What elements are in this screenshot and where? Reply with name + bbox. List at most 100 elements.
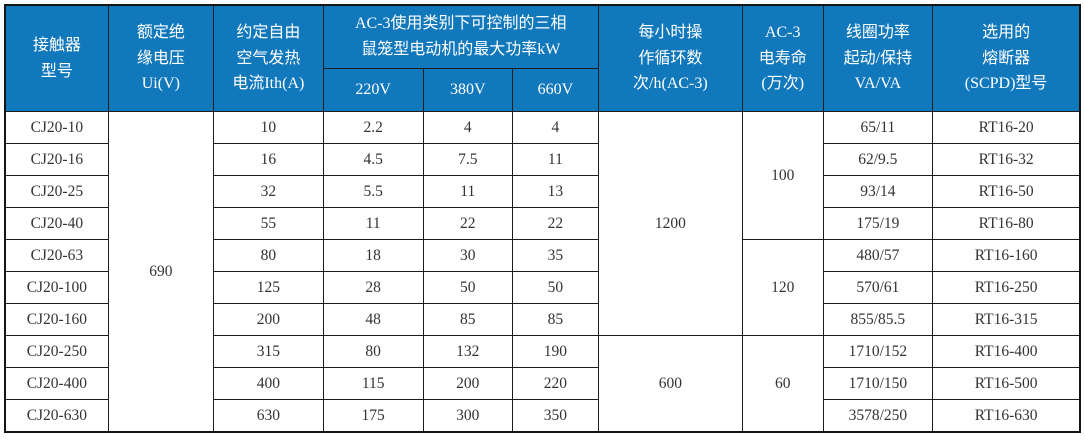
cell-fuse: RT16-160 [932, 239, 1081, 272]
header-operations-per-hour: 每小时操 作循环数 次/h(AC-3) [597, 4, 743, 112]
header-ac3-max-power-group: AC-3使用类别下可控制的三相 鼠笼型电动机的最大功率kW [322, 4, 599, 69]
table-row: CJ20-250 315 80 132 190 600 60 1710/152 … [4, 335, 1081, 433]
cell-model: CJ20-160 [4, 303, 109, 336]
cell-coil: 1710/152 [822, 335, 934, 368]
cell-kw380: 300 [422, 399, 513, 433]
table-row: CJ20-40 55 11 22 22 175/19 RT16-80 [4, 207, 1081, 240]
cell-kw660: 35 [511, 239, 599, 272]
cell-kw660: 220 [511, 367, 599, 400]
cell-coil: 93/14 [822, 175, 934, 208]
cell-fuse: RT16-315 [932, 303, 1081, 336]
cell-kw660: 190 [511, 335, 599, 368]
cell-kw660: 11 [511, 143, 599, 176]
cell-fuse: RT16-500 [932, 367, 1081, 400]
cell-coil: 1710/150 [822, 367, 934, 400]
cell-coil: 65/11 [822, 111, 934, 144]
cell-ith: 630 [213, 399, 324, 433]
cell-kw380: 30 [422, 239, 513, 272]
cell-kw220: 4.5 [322, 143, 424, 176]
cell-kw220: 175 [322, 399, 424, 433]
cell-kw380: 4 [422, 111, 513, 144]
cell-kw380: 50 [422, 271, 513, 304]
cell-kw220: 80 [322, 335, 424, 368]
cell-kw660: 22 [511, 207, 599, 240]
cell-life-merged: 60 [741, 335, 824, 433]
cell-kw380: 200 [422, 367, 513, 400]
table-row: CJ20-100 125 28 50 50 570/61 RT16-250 [4, 271, 1081, 304]
cell-life-merged: 100 [741, 111, 824, 240]
cell-kw660: 4 [511, 111, 599, 144]
cell-kw660: 350 [511, 399, 599, 433]
table-row: CJ20-16 16 4.5 7.5 11 62/9.5 RT16-32 [4, 143, 1081, 176]
cell-fuse: RT16-32 [932, 143, 1081, 176]
header-660v: 660V [511, 68, 599, 112]
header-model: 接触器 型号 [4, 4, 109, 112]
cell-kw660: 13 [511, 175, 599, 208]
cell-ith: 55 [213, 207, 324, 240]
cell-model: CJ20-10 [4, 111, 109, 144]
cell-model: CJ20-100 [4, 271, 109, 304]
cell-fuse: RT16-80 [932, 207, 1081, 240]
cell-fuse: RT16-250 [932, 271, 1081, 304]
cell-coil: 175/19 [822, 207, 934, 240]
cell-kw660: 85 [511, 303, 599, 336]
cell-ith: 400 [213, 367, 324, 400]
table-body: CJ20-10 690 10 2.2 4 4 1200 100 65/11 RT… [4, 111, 1081, 433]
cell-ops-merged: 600 [597, 335, 743, 433]
cell-coil: 480/57 [822, 239, 934, 272]
table-row: CJ20-25 32 5.5 11 13 93/14 RT16-50 [4, 175, 1081, 208]
header-thermal-current: 约定自由 空气发热 电流Ith(A) [213, 4, 324, 112]
cell-ith: 200 [213, 303, 324, 336]
table-header: 接触器 型号 额定绝 缘电压 Ui(V) 约定自由 空气发热 电流Ith(A) … [4, 4, 1081, 112]
cell-kw380: 11 [422, 175, 513, 208]
cell-kw220: 5.5 [322, 175, 424, 208]
cell-coil: 62/9.5 [822, 143, 934, 176]
cell-kw380: 132 [422, 335, 513, 368]
cell-kw220: 2.2 [322, 111, 424, 144]
cell-kw380: 85 [422, 303, 513, 336]
cell-fuse: RT16-630 [932, 399, 1081, 433]
cell-kw220: 48 [322, 303, 424, 336]
cell-model: CJ20-250 [4, 335, 109, 368]
cell-fuse: RT16-20 [932, 111, 1081, 144]
cell-ui-merged: 690 [107, 111, 215, 433]
cell-model: CJ20-400 [4, 367, 109, 400]
cell-model: CJ20-40 [4, 207, 109, 240]
table-row: CJ20-10 690 10 2.2 4 4 1200 100 65/11 RT… [4, 111, 1081, 433]
cell-coil: 855/85.5 [822, 303, 934, 336]
header-380v: 380V [422, 68, 513, 112]
cell-kw220: 18 [322, 239, 424, 272]
cell-ith: 32 [213, 175, 324, 208]
cell-kw220: 115 [322, 367, 424, 400]
cell-ops-merged: 1200 [597, 111, 743, 336]
cell-model: CJ20-630 [4, 399, 109, 433]
cell-coil: 570/61 [822, 271, 934, 304]
cell-fuse: RT16-50 [932, 175, 1081, 208]
cell-kw220: 28 [322, 271, 424, 304]
cell-model: CJ20-63 [4, 239, 109, 272]
cell-kw380: 22 [422, 207, 513, 240]
cell-ith: 16 [213, 143, 324, 176]
cell-ith: 315 [213, 335, 324, 368]
cell-life-merged: 120 [741, 239, 824, 336]
cell-ith: 80 [213, 239, 324, 272]
table-row: CJ20-630 630 175 300 350 3578/250 RT16-6… [4, 399, 1081, 433]
cell-kw220: 11 [322, 207, 424, 240]
cell-coil: 3578/250 [822, 399, 934, 433]
header-fuse-type: 选用的 熔断器 (SCPD)型号 [932, 4, 1081, 112]
cell-model: CJ20-25 [4, 175, 109, 208]
spec-table: 接触器 型号 额定绝 缘电压 Ui(V) 约定自由 空气发热 电流Ith(A) … [4, 4, 1081, 433]
header-coil-power: 线圈功率 起动/保持 VA/VA [822, 4, 934, 112]
cell-fuse: RT16-400 [932, 335, 1081, 368]
cell-kw660: 50 [511, 271, 599, 304]
header-electrical-life: AC-3 电寿命 (万次) [741, 4, 824, 112]
cell-kw380: 7.5 [422, 143, 513, 176]
header-insulation-voltage: 额定绝 缘电压 Ui(V) [107, 4, 215, 112]
header-220v: 220V [322, 68, 424, 112]
cell-model: CJ20-16 [4, 143, 109, 176]
table-row: CJ20-400 400 115 200 220 1710/150 RT16-5… [4, 367, 1081, 400]
cell-ith: 10 [213, 111, 324, 144]
table-row: CJ20-63 80 18 30 35 120 480/57 RT16-160 [4, 239, 1081, 336]
cell-ith: 125 [213, 271, 324, 304]
